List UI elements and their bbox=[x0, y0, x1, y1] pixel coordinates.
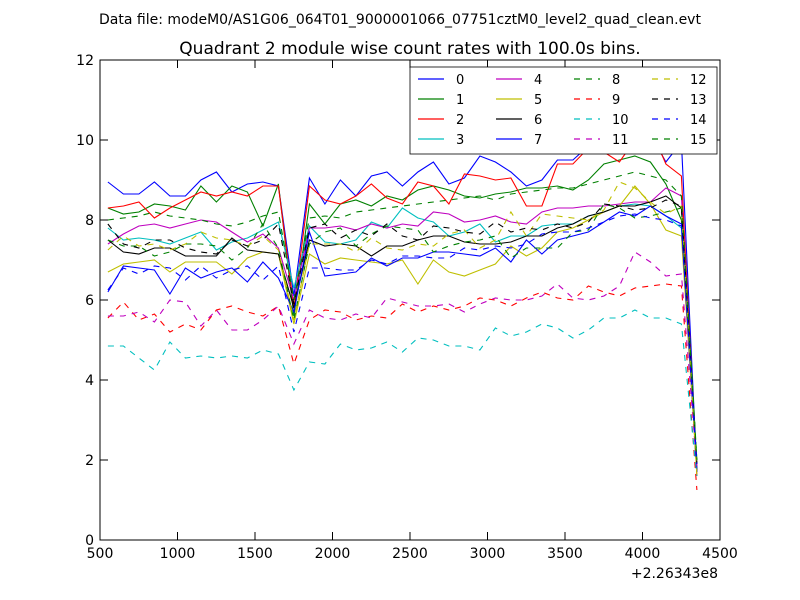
legend-label-10: 10 bbox=[612, 113, 629, 128]
legend-label-1: 1 bbox=[456, 93, 464, 108]
x-tick-label: 2500 bbox=[392, 546, 428, 562]
y-tick-label: 6 bbox=[85, 293, 94, 309]
legend-label-0: 0 bbox=[456, 73, 464, 88]
y-tick-label: 8 bbox=[85, 213, 94, 229]
series-line-3 bbox=[107, 203, 698, 471]
legend-label-3: 3 bbox=[456, 133, 464, 148]
series-line-9 bbox=[107, 283, 698, 491]
legend-label-7: 7 bbox=[534, 133, 542, 148]
y-tick-label: 12 bbox=[76, 53, 94, 69]
plot-area bbox=[107, 127, 698, 491]
y-tick-label: 2 bbox=[85, 453, 94, 469]
legend-label-2: 2 bbox=[456, 113, 464, 128]
x-axis-offset-label: +2.26343e8 bbox=[631, 566, 718, 582]
chart-suptitle: Data file: modeM0/AS1G06_064T01_90000010… bbox=[99, 12, 701, 28]
legend-label-5: 5 bbox=[534, 93, 542, 108]
series-line-4 bbox=[107, 187, 698, 469]
series-line-11 bbox=[107, 251, 698, 469]
x-tick-label: 500 bbox=[87, 546, 114, 562]
legend-label-14: 14 bbox=[690, 113, 707, 128]
legend-label-13: 13 bbox=[690, 93, 707, 108]
x-tick-label: 4000 bbox=[625, 546, 661, 562]
series-line-1 bbox=[107, 155, 698, 465]
legend-label-4: 4 bbox=[534, 73, 542, 88]
series-line-0 bbox=[107, 133, 698, 473]
axis-ticks: 500 1000 1500 2000 2500 3000 3500 4000 4500 0 2 4 6 8… bbox=[76, 53, 738, 562]
x-tick-label: 4500 bbox=[702, 546, 738, 562]
legend-label-12: 12 bbox=[690, 73, 707, 88]
series-line-5 bbox=[107, 185, 698, 473]
legend-label-15: 15 bbox=[690, 133, 707, 148]
series-line-14 bbox=[107, 213, 698, 465]
series-line-6 bbox=[107, 195, 698, 473]
legend-label-9: 9 bbox=[612, 93, 620, 108]
x-tick-label: 1000 bbox=[160, 546, 196, 562]
x-tick-label: 3500 bbox=[547, 546, 583, 562]
series-line-10 bbox=[107, 309, 698, 477]
x-tick-label: 1500 bbox=[237, 546, 273, 562]
series-line-8 bbox=[107, 203, 698, 461]
y-tick-label: 0 bbox=[85, 533, 94, 549]
series-line-15 bbox=[107, 171, 698, 461]
y-tick-label: 4 bbox=[85, 373, 94, 389]
series-line-7 bbox=[107, 205, 698, 473]
legend-label-11: 11 bbox=[612, 133, 629, 148]
y-tick-label: 10 bbox=[76, 133, 94, 149]
x-tick-label: 2000 bbox=[315, 546, 351, 562]
series-line-13 bbox=[107, 199, 698, 465]
series-line-12 bbox=[107, 181, 698, 477]
legend-label-8: 8 bbox=[612, 73, 620, 88]
chart-title: Quadrant 2 module wise count rates with … bbox=[179, 39, 640, 59]
legend-label-6: 6 bbox=[534, 113, 542, 128]
x-tick-label: 3000 bbox=[470, 546, 506, 562]
